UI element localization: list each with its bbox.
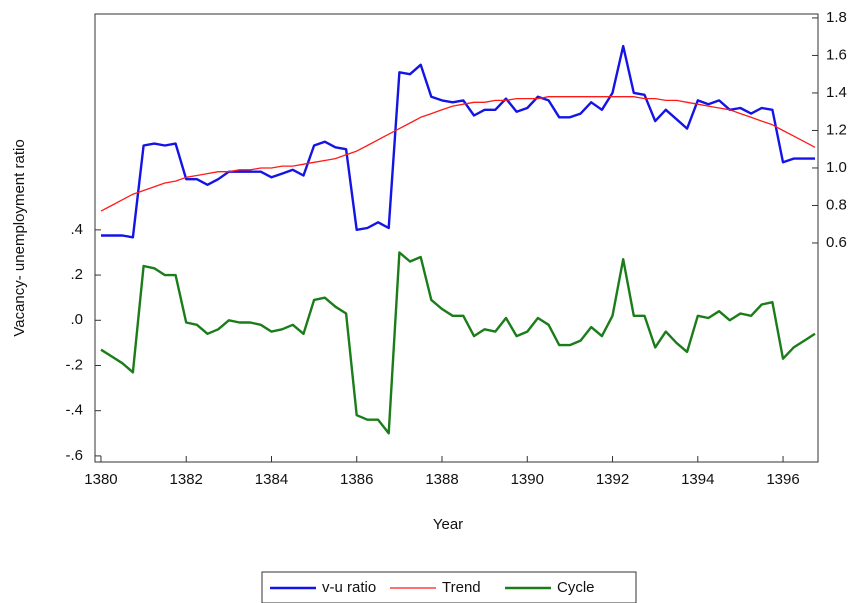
series-line	[100, 251, 816, 435]
x-tick-label: 1388	[425, 471, 458, 488]
legend-label: Trend	[442, 579, 481, 596]
legend-label: v-u ratio	[322, 579, 376, 596]
x-tick-label: 1390	[511, 471, 544, 488]
y-tick-label: .4	[70, 221, 83, 238]
x-tick-label: 1394	[681, 471, 714, 488]
y-tick-label: -.6	[65, 447, 83, 464]
legend-label: Cycle	[557, 579, 595, 596]
plot-frame	[94, 13, 819, 463]
legend-box	[261, 571, 637, 603]
y2-tick-label: 1.6	[826, 46, 847, 63]
y2-tick-label: 0.8	[826, 196, 847, 213]
x-tick-label: 1386	[340, 471, 373, 488]
x-axis-label: Year	[433, 516, 463, 533]
series-line	[101, 44, 815, 239]
series-line	[100, 96, 816, 212]
x-tick-label: 1382	[170, 471, 203, 488]
y2-tick-label: 0.6	[826, 234, 847, 251]
y2-tick-label: 1.2	[826, 121, 847, 138]
x-tick-label: 1384	[255, 471, 288, 488]
y2-tick-label: 1.8	[826, 9, 847, 26]
y-tick-label: -.4	[65, 402, 83, 419]
y2-tick-label: 1.0	[826, 159, 847, 176]
x-tick-label: 1396	[766, 471, 799, 488]
y-axis-label: Vacancy- unemployment ratio	[11, 139, 28, 336]
y-tick-label: .2	[70, 266, 83, 283]
x-tick-label: 1380	[84, 471, 117, 488]
y-tick-label: .0	[70, 311, 83, 328]
y-tick-label: -.2	[65, 356, 83, 373]
x-tick-label: 1392	[596, 471, 629, 488]
y2-tick-label: 1.4	[826, 84, 847, 101]
